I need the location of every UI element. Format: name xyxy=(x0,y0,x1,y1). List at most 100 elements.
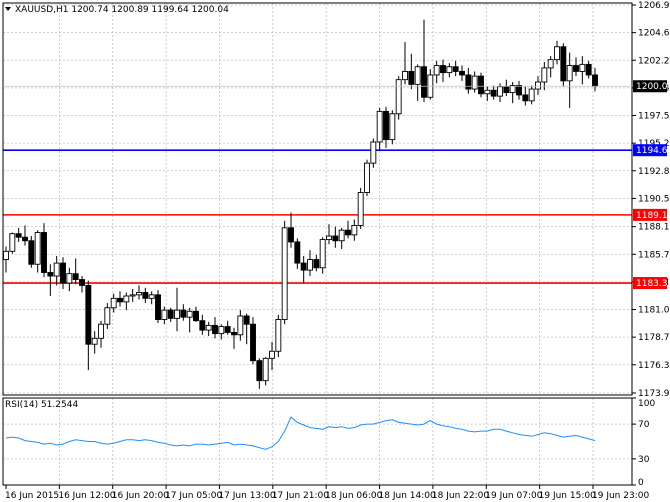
x-tick-label: 16 Jun 20:00 xyxy=(112,491,169,501)
bull-candle-body xyxy=(66,273,73,284)
candle xyxy=(72,258,79,285)
candle xyxy=(281,220,288,325)
candle xyxy=(167,307,174,322)
bear-candle-body xyxy=(85,284,92,345)
y-tick-label: 1178.70 xyxy=(638,333,670,343)
bull-candle-body xyxy=(402,70,408,81)
bear-candle-body xyxy=(250,323,256,362)
bear-candle-body xyxy=(573,65,579,72)
bear-candle-body xyxy=(478,75,484,95)
dropdown-triangle-icon[interactable] xyxy=(5,7,11,11)
y-tick-label: 1176.35 xyxy=(638,361,670,371)
candle xyxy=(53,256,60,286)
candle xyxy=(41,223,47,278)
candle xyxy=(3,246,9,273)
candle xyxy=(395,76,402,120)
candle xyxy=(91,331,98,354)
bull-candle-body xyxy=(497,86,503,97)
bear-candle-body xyxy=(313,259,320,269)
candle xyxy=(319,237,326,274)
bear-candle-body xyxy=(560,46,567,82)
candle xyxy=(186,307,193,333)
candle xyxy=(269,341,275,371)
y-tick-label: 1197.55 xyxy=(638,112,670,122)
candle xyxy=(161,306,168,325)
x-tick-label: 18 Jun 14:00 xyxy=(379,491,436,501)
bear-candle-body xyxy=(440,65,446,74)
level-lines xyxy=(3,149,632,284)
candle xyxy=(364,159,370,197)
bear-candle-body xyxy=(224,326,231,333)
bull-candle-body xyxy=(541,67,548,83)
candle xyxy=(15,227,22,242)
y-tick-label: 1206.95 xyxy=(638,1,670,11)
candle xyxy=(22,225,28,246)
bull-candle-body xyxy=(98,323,104,339)
x-tick-label: 16 Jun 12:00 xyxy=(58,491,115,501)
bear-candle-body xyxy=(47,272,54,277)
current-price-label: 1200.04 xyxy=(636,82,670,92)
x-tick-label: 17 Jun 05:00 xyxy=(165,491,222,501)
candle xyxy=(351,219,358,241)
bull-candle-body xyxy=(161,309,168,320)
symbol-header: XAUUSD,H1 1200.74 1200.89 1199.64 1200.0… xyxy=(15,5,229,15)
x-tick-label: 18 Jun 22:00 xyxy=(432,491,489,501)
candle xyxy=(326,224,332,245)
candle xyxy=(579,56,586,85)
candle xyxy=(34,230,41,273)
candle xyxy=(478,72,484,98)
bull-candle-body xyxy=(389,113,396,141)
candle xyxy=(440,59,446,83)
candle xyxy=(490,85,497,100)
y-tick-label: 1190.50 xyxy=(638,194,670,204)
candle xyxy=(142,287,149,304)
y-tick-label: 1188.10 xyxy=(638,223,670,233)
rsi-panel-border xyxy=(2,397,633,486)
bear-candle-body xyxy=(465,74,472,90)
bull-candle-body xyxy=(547,59,554,69)
bear-candle-body xyxy=(288,227,294,243)
candle xyxy=(275,314,282,358)
bull-candle-body xyxy=(110,297,117,309)
x-tick-label: 18 Jun 06:00 xyxy=(325,491,382,501)
candle xyxy=(528,85,535,105)
candle xyxy=(294,238,301,269)
level-tag-label: 1189.10 xyxy=(636,211,670,221)
candle xyxy=(547,56,554,78)
level-tag xyxy=(633,277,667,290)
bear-candle-body xyxy=(332,235,339,242)
candle xyxy=(110,293,117,313)
candle xyxy=(231,327,237,349)
bear-candle-body xyxy=(199,320,206,331)
candle xyxy=(79,276,85,293)
candle xyxy=(174,287,180,332)
bull-candle-body xyxy=(218,326,225,335)
candle xyxy=(123,292,130,311)
candle xyxy=(243,313,250,345)
candle xyxy=(60,257,66,289)
candle xyxy=(566,52,573,108)
bear-candle-body xyxy=(452,66,459,72)
bear-candle-body xyxy=(60,262,66,284)
candle xyxy=(199,314,206,335)
bear-candle-body xyxy=(585,63,592,76)
bull-candle-body xyxy=(9,233,16,252)
bull-candle-body xyxy=(123,295,130,303)
bear-candle-body xyxy=(592,74,598,87)
bear-candle-body xyxy=(516,85,522,96)
candle xyxy=(402,42,408,85)
current-price-tag xyxy=(633,80,667,93)
bear-candle-body xyxy=(300,262,307,271)
candle xyxy=(459,65,465,81)
y-tick-label: 1185.75 xyxy=(638,250,670,260)
bull-candle-body xyxy=(471,75,478,90)
bear-candle-body xyxy=(142,292,149,299)
bear-candle-body xyxy=(522,94,529,102)
candle xyxy=(218,324,225,340)
rsi-tick-label: 30 xyxy=(638,455,650,465)
chart-header: XAUUSD,H1 1200.74 1200.89 1199.64 1200.0… xyxy=(5,5,229,15)
candle xyxy=(376,107,383,151)
candle xyxy=(28,236,35,268)
candle xyxy=(262,357,269,386)
